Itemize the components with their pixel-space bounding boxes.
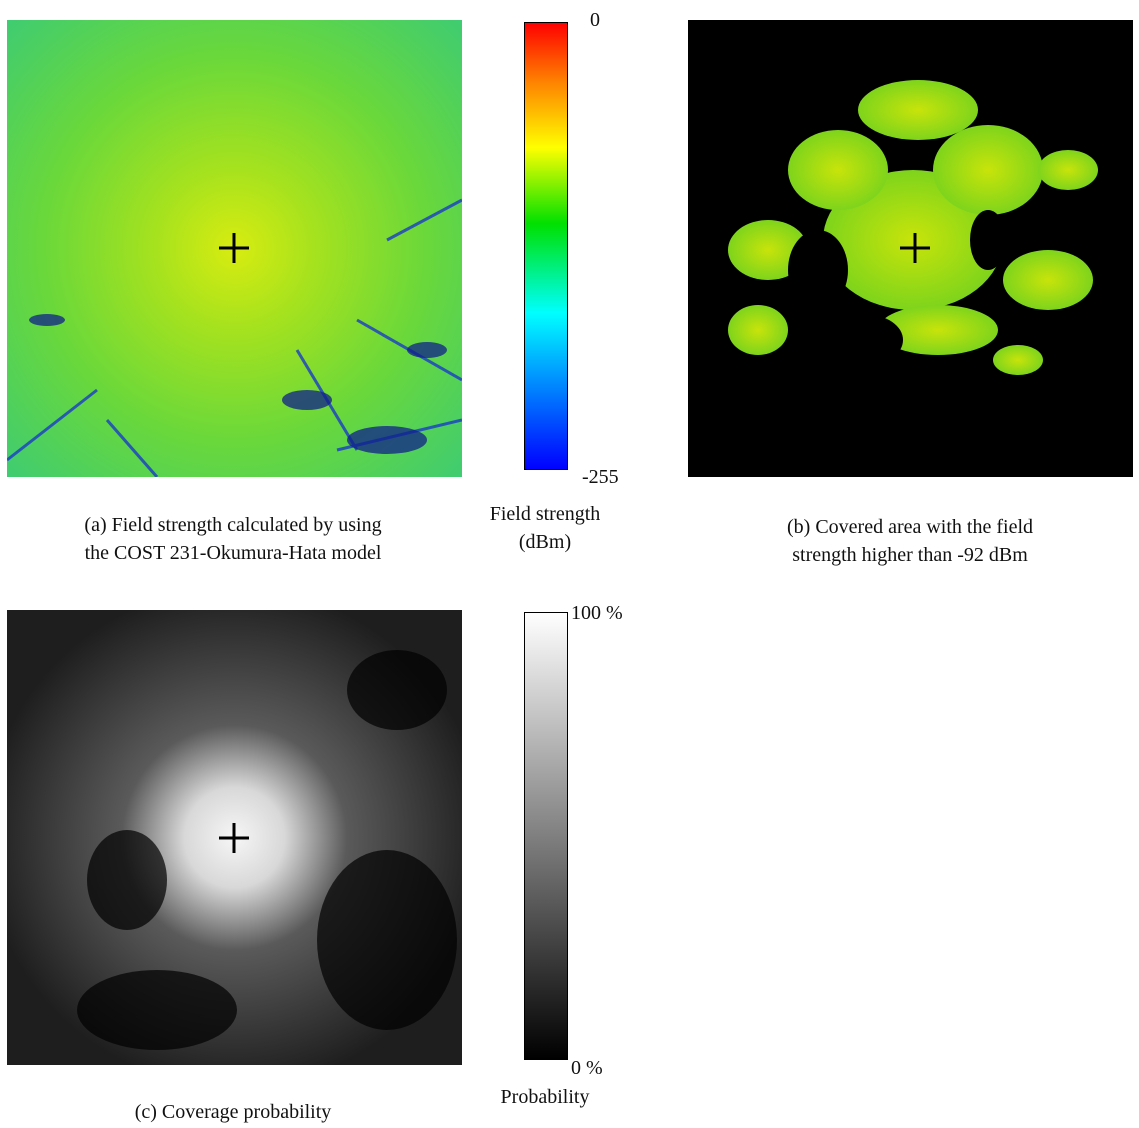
colorbar-bottom-label: 0 %	[571, 1054, 603, 1082]
colorbar-probability	[524, 612, 568, 1060]
caption: (c) Coverage probability	[135, 1098, 332, 1126]
figure: 0 -255 Field strength (dBm) (a) Field st…	[0, 0, 1139, 1128]
caption: (b) Covered area with the field	[787, 513, 1033, 541]
covered-area-map	[688, 20, 1133, 477]
colorbar-title: Probability	[501, 1083, 590, 1111]
colorbar-title: Field strength	[490, 500, 601, 528]
colorbar-top-label: 0	[590, 6, 600, 34]
caption: strength higher than -92 dBm	[792, 541, 1028, 569]
caption: (a) Field strength calculated by using	[84, 511, 381, 539]
colorbar-title: (dBm)	[519, 528, 571, 556]
colorbar-top-label: 100 %	[571, 599, 623, 627]
colorbar-field	[524, 22, 568, 470]
caption: the COST 231-Okumura-Hata model	[85, 539, 382, 567]
field-strength-map	[7, 20, 462, 477]
colorbar-bottom-label: -255	[582, 463, 619, 491]
coverage-probability-map	[7, 610, 462, 1065]
